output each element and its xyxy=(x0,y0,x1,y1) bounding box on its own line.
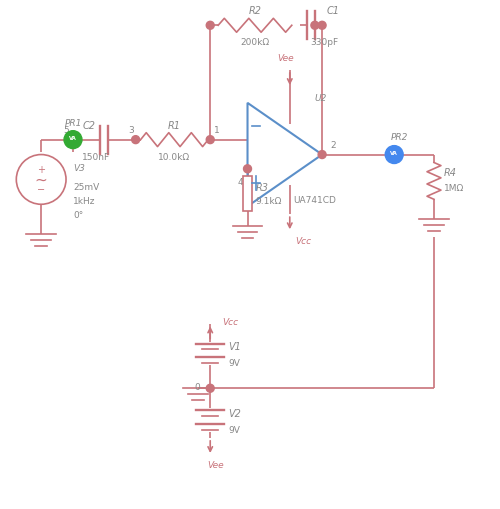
Circle shape xyxy=(206,136,214,145)
Text: Vcc: Vcc xyxy=(296,237,312,246)
Text: 1kHz: 1kHz xyxy=(73,196,96,206)
Text: VA: VA xyxy=(69,136,77,141)
Circle shape xyxy=(64,131,82,149)
Text: VA: VA xyxy=(390,151,398,156)
Circle shape xyxy=(206,384,214,392)
Text: 10.0kΩ: 10.0kΩ xyxy=(158,152,190,161)
Text: 5: 5 xyxy=(64,125,69,134)
Text: 9V: 9V xyxy=(228,425,240,434)
Text: 0: 0 xyxy=(194,382,200,391)
Text: UA741CD: UA741CD xyxy=(293,195,336,205)
Text: C1: C1 xyxy=(326,6,340,16)
Text: 3: 3 xyxy=(128,125,134,134)
Text: 0°: 0° xyxy=(73,210,83,219)
Text: V2: V2 xyxy=(228,408,241,418)
Text: R1: R1 xyxy=(168,121,181,130)
Text: 330pF: 330pF xyxy=(311,38,339,47)
Text: 9.1kΩ: 9.1kΩ xyxy=(256,196,282,206)
Text: +: + xyxy=(37,165,45,175)
Text: Vee: Vee xyxy=(278,54,294,63)
Text: V3: V3 xyxy=(73,164,85,173)
Text: 9V: 9V xyxy=(228,358,240,367)
Text: Vee: Vee xyxy=(207,460,224,469)
Text: PR2: PR2 xyxy=(390,132,408,142)
Text: R2: R2 xyxy=(248,6,262,16)
Bar xyxy=(242,177,252,212)
Text: V1: V1 xyxy=(228,342,241,352)
Text: PR1: PR1 xyxy=(64,119,82,127)
Circle shape xyxy=(132,136,140,145)
Text: 1MΩ: 1MΩ xyxy=(444,184,464,192)
Circle shape xyxy=(311,22,319,30)
Text: 1: 1 xyxy=(214,125,220,134)
Text: −: − xyxy=(37,185,45,195)
Text: 4: 4 xyxy=(238,177,244,186)
Circle shape xyxy=(385,146,403,164)
Text: U2: U2 xyxy=(314,94,327,103)
Text: 2: 2 xyxy=(330,140,336,149)
Text: 200kΩ: 200kΩ xyxy=(240,38,270,47)
Text: R4: R4 xyxy=(444,168,457,178)
Text: R3: R3 xyxy=(256,182,268,192)
Text: ~: ~ xyxy=(35,173,48,187)
Circle shape xyxy=(318,151,326,159)
Circle shape xyxy=(318,22,326,30)
Text: C2: C2 xyxy=(83,121,96,130)
Text: 150nF: 150nF xyxy=(82,152,110,161)
Text: 25mV: 25mV xyxy=(73,183,99,191)
Circle shape xyxy=(244,165,252,174)
Circle shape xyxy=(206,22,214,30)
Text: Vcc: Vcc xyxy=(222,318,238,326)
